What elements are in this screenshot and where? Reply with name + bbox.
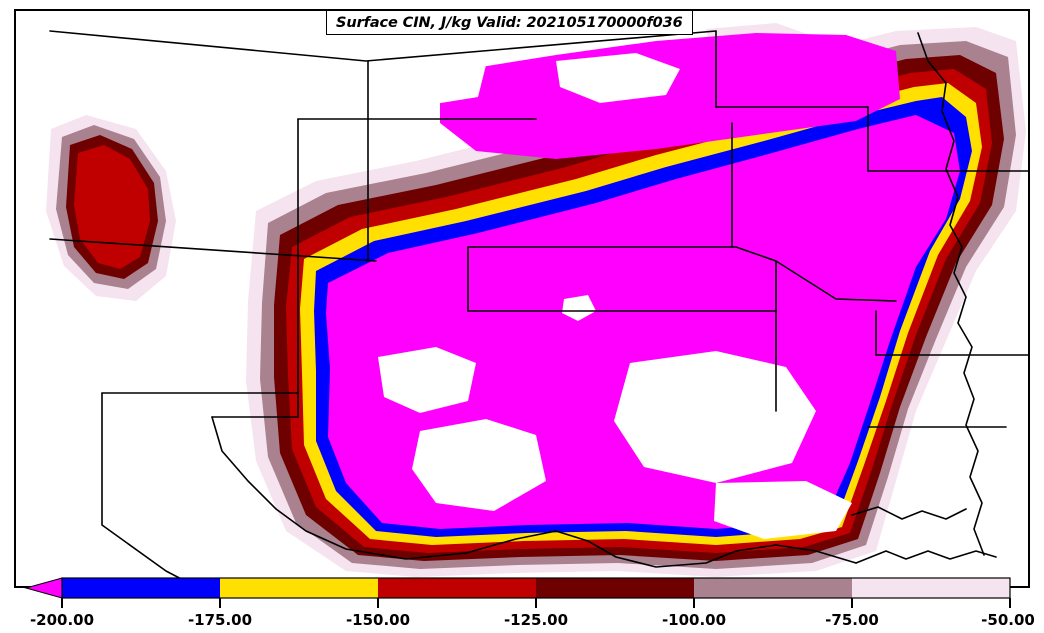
colorbar-extend-arrow-min bbox=[26, 578, 62, 598]
colorbar-tick-label-4: -100.00 bbox=[662, 611, 726, 629]
map-panel[interactable] bbox=[14, 9, 1030, 588]
colorbar-tick-label-6: -50.00 bbox=[981, 611, 1035, 629]
map-title-text: Surface CIN, J/kg Valid: 202105170000f03… bbox=[336, 14, 683, 31]
colorbar-ticks bbox=[61, 598, 1011, 608]
colorbar-band-mauve bbox=[694, 578, 852, 598]
colorbar-band-maroon bbox=[536, 578, 694, 598]
colorbar-tick-label-2: -150.00 bbox=[346, 611, 410, 629]
colorbar-band-blue bbox=[62, 578, 220, 598]
colorbar-svg: -200.00 -175.00 -150.00 -125.00 -100.00 … bbox=[24, 577, 1035, 629]
map-contour-canvas bbox=[16, 11, 1028, 586]
colorbar-tick-label-3: -125.00 bbox=[504, 611, 568, 629]
colorbar-band-pale-pink bbox=[852, 578, 1010, 598]
colorbar-band-red bbox=[378, 578, 536, 598]
contour-hole-white bbox=[362, 51, 852, 539]
map-title-plaque: Surface CIN, J/kg Valid: 202105170000f03… bbox=[326, 10, 693, 35]
colorbar[interactable]: -200.00 -175.00 -150.00 -125.00 -100.00 … bbox=[0, 575, 1044, 633]
colorbar-tick-label-5: -75.00 bbox=[825, 611, 879, 629]
colorbar-tick-label-0: -200.00 bbox=[30, 611, 94, 629]
colorbar-tick-label-1: -175.00 bbox=[188, 611, 252, 629]
colorbar-band-yellow bbox=[220, 578, 378, 598]
political-boundaries bbox=[49, 30, 1028, 586]
